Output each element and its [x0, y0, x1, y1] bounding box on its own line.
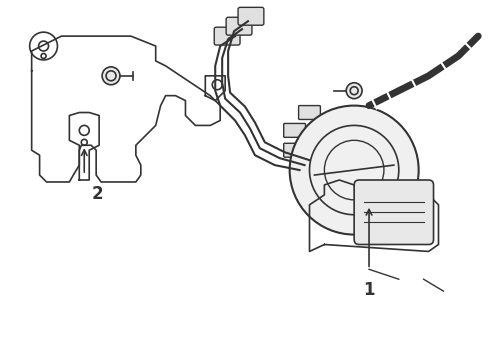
FancyBboxPatch shape — [238, 7, 264, 25]
Text: 1: 1 — [363, 281, 375, 299]
FancyBboxPatch shape — [214, 27, 240, 45]
FancyBboxPatch shape — [354, 180, 434, 244]
FancyBboxPatch shape — [226, 17, 252, 35]
Circle shape — [346, 83, 362, 99]
FancyBboxPatch shape — [284, 123, 306, 137]
FancyBboxPatch shape — [284, 143, 306, 157]
Circle shape — [102, 67, 120, 85]
Circle shape — [290, 105, 418, 235]
Text: 2: 2 — [91, 185, 103, 203]
FancyBboxPatch shape — [298, 105, 320, 120]
